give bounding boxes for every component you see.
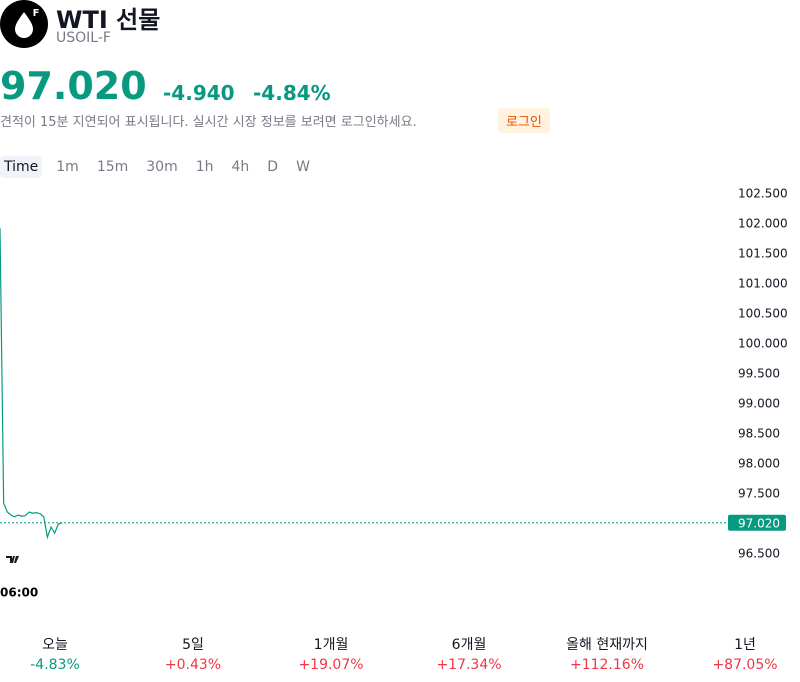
performance-label: 6개월 [451, 637, 487, 653]
performance-value: -4.83% [30, 657, 80, 673]
y-tick-label: 97.500 [738, 487, 780, 501]
interval-button[interactable]: 15m [96, 159, 129, 175]
performance-value: +17.34% [436, 657, 502, 673]
change: -4.940 [163, 81, 235, 105]
price: 97.020 [0, 64, 147, 108]
y-tick-label: 102.000 [738, 217, 788, 231]
symbol-icon: F [0, 0, 48, 48]
interval-button[interactable]: Time [0, 156, 43, 178]
performance-value: +0.43% [164, 657, 222, 673]
interval-button[interactable]: D [267, 159, 279, 175]
last-price-tag [728, 514, 786, 531]
performance-item[interactable]: 올해 현재까지 +112.16% [552, 634, 662, 673]
icon-letter: F [33, 8, 40, 19]
performance-item[interactable]: 6개월 +17.34% [414, 634, 524, 673]
y-tick-label: 100.000 [738, 337, 788, 351]
performance-label: 1개월 [313, 637, 349, 653]
performance-label: 1년 [734, 637, 756, 653]
performance-label: 오늘 [42, 637, 68, 653]
performance-item[interactable]: 오늘 -4.83% [0, 634, 110, 673]
symbol: USOIL-F [56, 30, 111, 46]
y-tick-label: 102.500 [738, 187, 788, 201]
y-tick-label: 101.000 [738, 277, 788, 291]
x-tick-label: 06:00 [0, 586, 38, 600]
notice: 견적이 15분 지연되어 표시됩니다. 실시간 시장 정보를 보려면 로그인하세… [0, 115, 417, 130]
last-price-label: 97.020 [738, 516, 780, 530]
tv-logo [6, 556, 19, 563]
y-tick-label: 98.000 [738, 457, 780, 471]
performance-label: 올해 현재까지 [566, 637, 648, 653]
performance-label: 5일 [182, 637, 204, 653]
interval-button[interactable]: 1m [56, 159, 79, 175]
performance-bar: 오늘 -4.83% 5일 +0.43% 1개월 +19.07% 6개월 +17.34% 올해 현… [0, 634, 800, 673]
performance-value: +87.05% [712, 657, 778, 673]
title: WTI 선물 [56, 6, 161, 34]
drop-icon: F [15, 5, 43, 38]
performance-item[interactable]: 1개월 +19.07% [276, 634, 386, 673]
performance-item[interactable]: 5일 +0.43% [138, 634, 248, 673]
performance-value: +19.07% [298, 657, 364, 673]
interval-button[interactable]: 30m [146, 159, 178, 175]
interval-button[interactable]: 1h [195, 159, 214, 175]
interval-bar: Time 1m 15m 30m 1h 4h D W [0, 156, 324, 178]
y-tick-label: 99.000 [738, 397, 780, 411]
y-tick-label: 96.500 [738, 547, 780, 561]
y-tick-label: 101.500 [738, 247, 788, 261]
y-tick-label: 98.500 [738, 427, 780, 441]
interval-button[interactable]: W [296, 159, 310, 175]
y-tick-label: 100.500 [738, 307, 788, 321]
price-line [0, 228, 63, 540]
change-pct: -4.84% [253, 81, 331, 105]
y-tick-label: 99.500 [738, 367, 780, 381]
performance-item[interactable]: 1년 +87.05% [690, 634, 800, 673]
interval-button[interactable]: 4h [231, 159, 250, 175]
login-button[interactable]: 로그인 [498, 108, 550, 133]
performance-value: +112.16% [569, 657, 645, 673]
